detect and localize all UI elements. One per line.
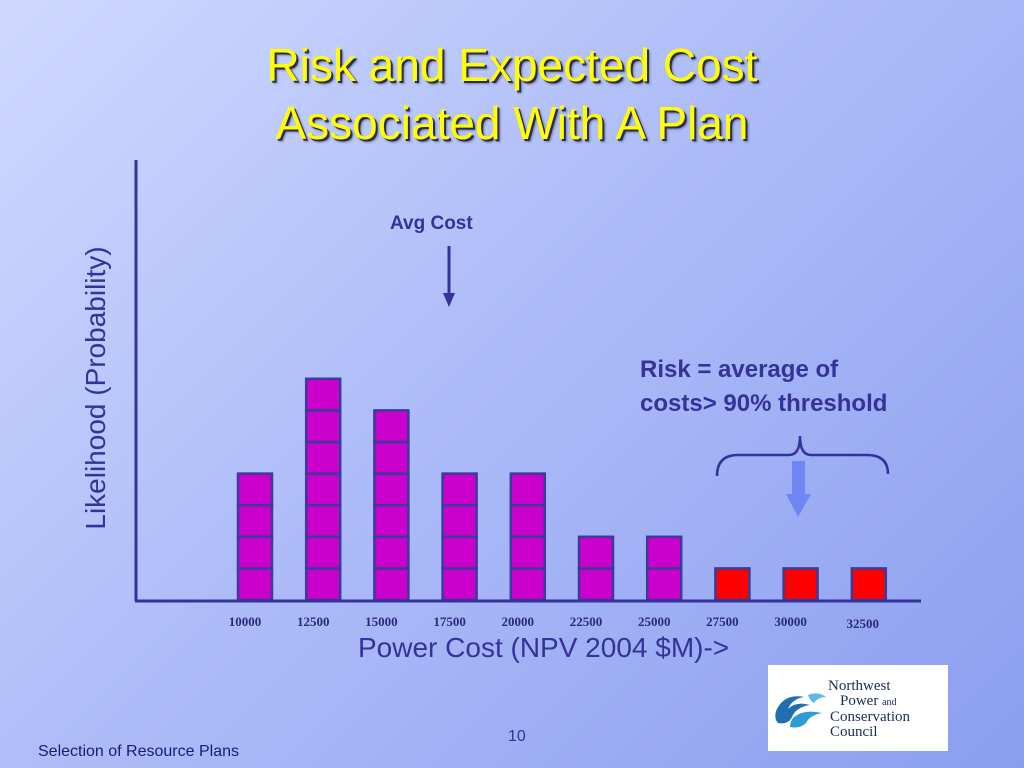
x-tick-label: 30000	[774, 614, 807, 629]
bar-block	[304, 440, 342, 475]
risk-brace	[715, 435, 890, 477]
bar-20000	[509, 472, 547, 602]
bar-block	[236, 503, 274, 539]
logo-line2: Power and	[828, 692, 910, 711]
bar-block	[373, 503, 410, 539]
risk-label-line2: costs> 90% threshold	[640, 390, 888, 417]
bar-block	[441, 535, 478, 570]
logo-line4: Council	[830, 723, 878, 740]
x-tick-label: 20000	[502, 614, 535, 629]
logo-line1: Northwest	[828, 678, 891, 694]
bar-17500	[441, 472, 478, 602]
x-tick-label: 10000	[229, 614, 262, 629]
bar-32500	[850, 567, 888, 602]
bar-block	[509, 472, 547, 507]
bar-block	[373, 440, 410, 475]
bar-27500	[714, 567, 751, 602]
x-tick-label: 12500	[297, 614, 330, 629]
bar-block	[509, 503, 547, 539]
risk-label-line1: Risk = average of	[640, 356, 839, 383]
bar-block	[304, 567, 342, 602]
bar-block	[509, 535, 547, 570]
risk-label: Risk = average of costs> 90% threshold	[640, 353, 887, 421]
wave-logo-icon	[775, 693, 826, 728]
bar-block	[304, 409, 342, 444]
bar-22500	[577, 535, 615, 602]
bar-block	[441, 472, 478, 507]
x-axis-label: Power Cost (NPV 2004 $M)->	[358, 632, 730, 663]
bar-block	[236, 535, 274, 570]
bar-block	[714, 567, 751, 602]
logo-line2-small: and	[882, 696, 897, 708]
x-tick-label: 15000	[365, 614, 398, 629]
bar-block	[509, 567, 547, 602]
slide-title-line1: Risk and Expected Cost	[266, 39, 758, 91]
bar-30000	[782, 567, 819, 602]
bar-block	[577, 567, 615, 602]
x-tick-label: 27500	[706, 614, 739, 629]
bar-block	[850, 567, 888, 602]
logo-line2-main: Power	[840, 692, 879, 709]
council-logo: Northwest Power and Conservation Council	[768, 665, 948, 751]
footer-text: Selection of Resource Plans	[38, 743, 239, 760]
bar-10000	[236, 472, 274, 602]
x-tick-label: 32500	[847, 616, 880, 631]
bar-block	[645, 535, 683, 570]
page-number: 10	[508, 728, 526, 745]
bar-block	[373, 472, 410, 507]
bar-block	[373, 535, 410, 570]
bar-block	[373, 409, 410, 444]
x-tick-label: 17500	[433, 614, 466, 629]
bar-block	[236, 567, 274, 602]
logo-text: Northwest Power and Conservation Council	[828, 679, 910, 739]
logo-line3: Conservation	[830, 709, 910, 725]
bar-block	[304, 535, 342, 570]
bar-block	[304, 503, 342, 539]
x-tick-label: 25000	[638, 614, 671, 629]
bar-block	[373, 567, 410, 602]
avg-cost-label: Avg Cost	[390, 213, 473, 234]
bar-block	[441, 567, 478, 602]
bar-block	[304, 377, 342, 412]
bar-block	[236, 472, 274, 507]
bar-15000	[373, 409, 410, 602]
slide-title: Risk and Expected Cost Associated With A…	[0, 36, 1024, 152]
x-tick-labels: 10000 12500 15000 17500 20000 22500 25000 27500…	[229, 614, 879, 631]
bar-block	[304, 472, 342, 507]
bar-12500	[304, 377, 342, 602]
y-axis-label: Likelihood (Probability)	[80, 246, 111, 530]
bar-block	[645, 567, 683, 602]
bars-group	[236, 377, 888, 602]
avg-cost-arrow	[443, 246, 455, 307]
bar-block	[782, 567, 819, 602]
bar-25000	[645, 535, 683, 602]
bar-block	[577, 535, 615, 570]
slide-title-line2: Associated With A Plan	[275, 97, 749, 149]
x-tick-label: 22500	[570, 614, 603, 629]
risk-arrow	[786, 461, 811, 517]
bar-block	[441, 503, 478, 539]
